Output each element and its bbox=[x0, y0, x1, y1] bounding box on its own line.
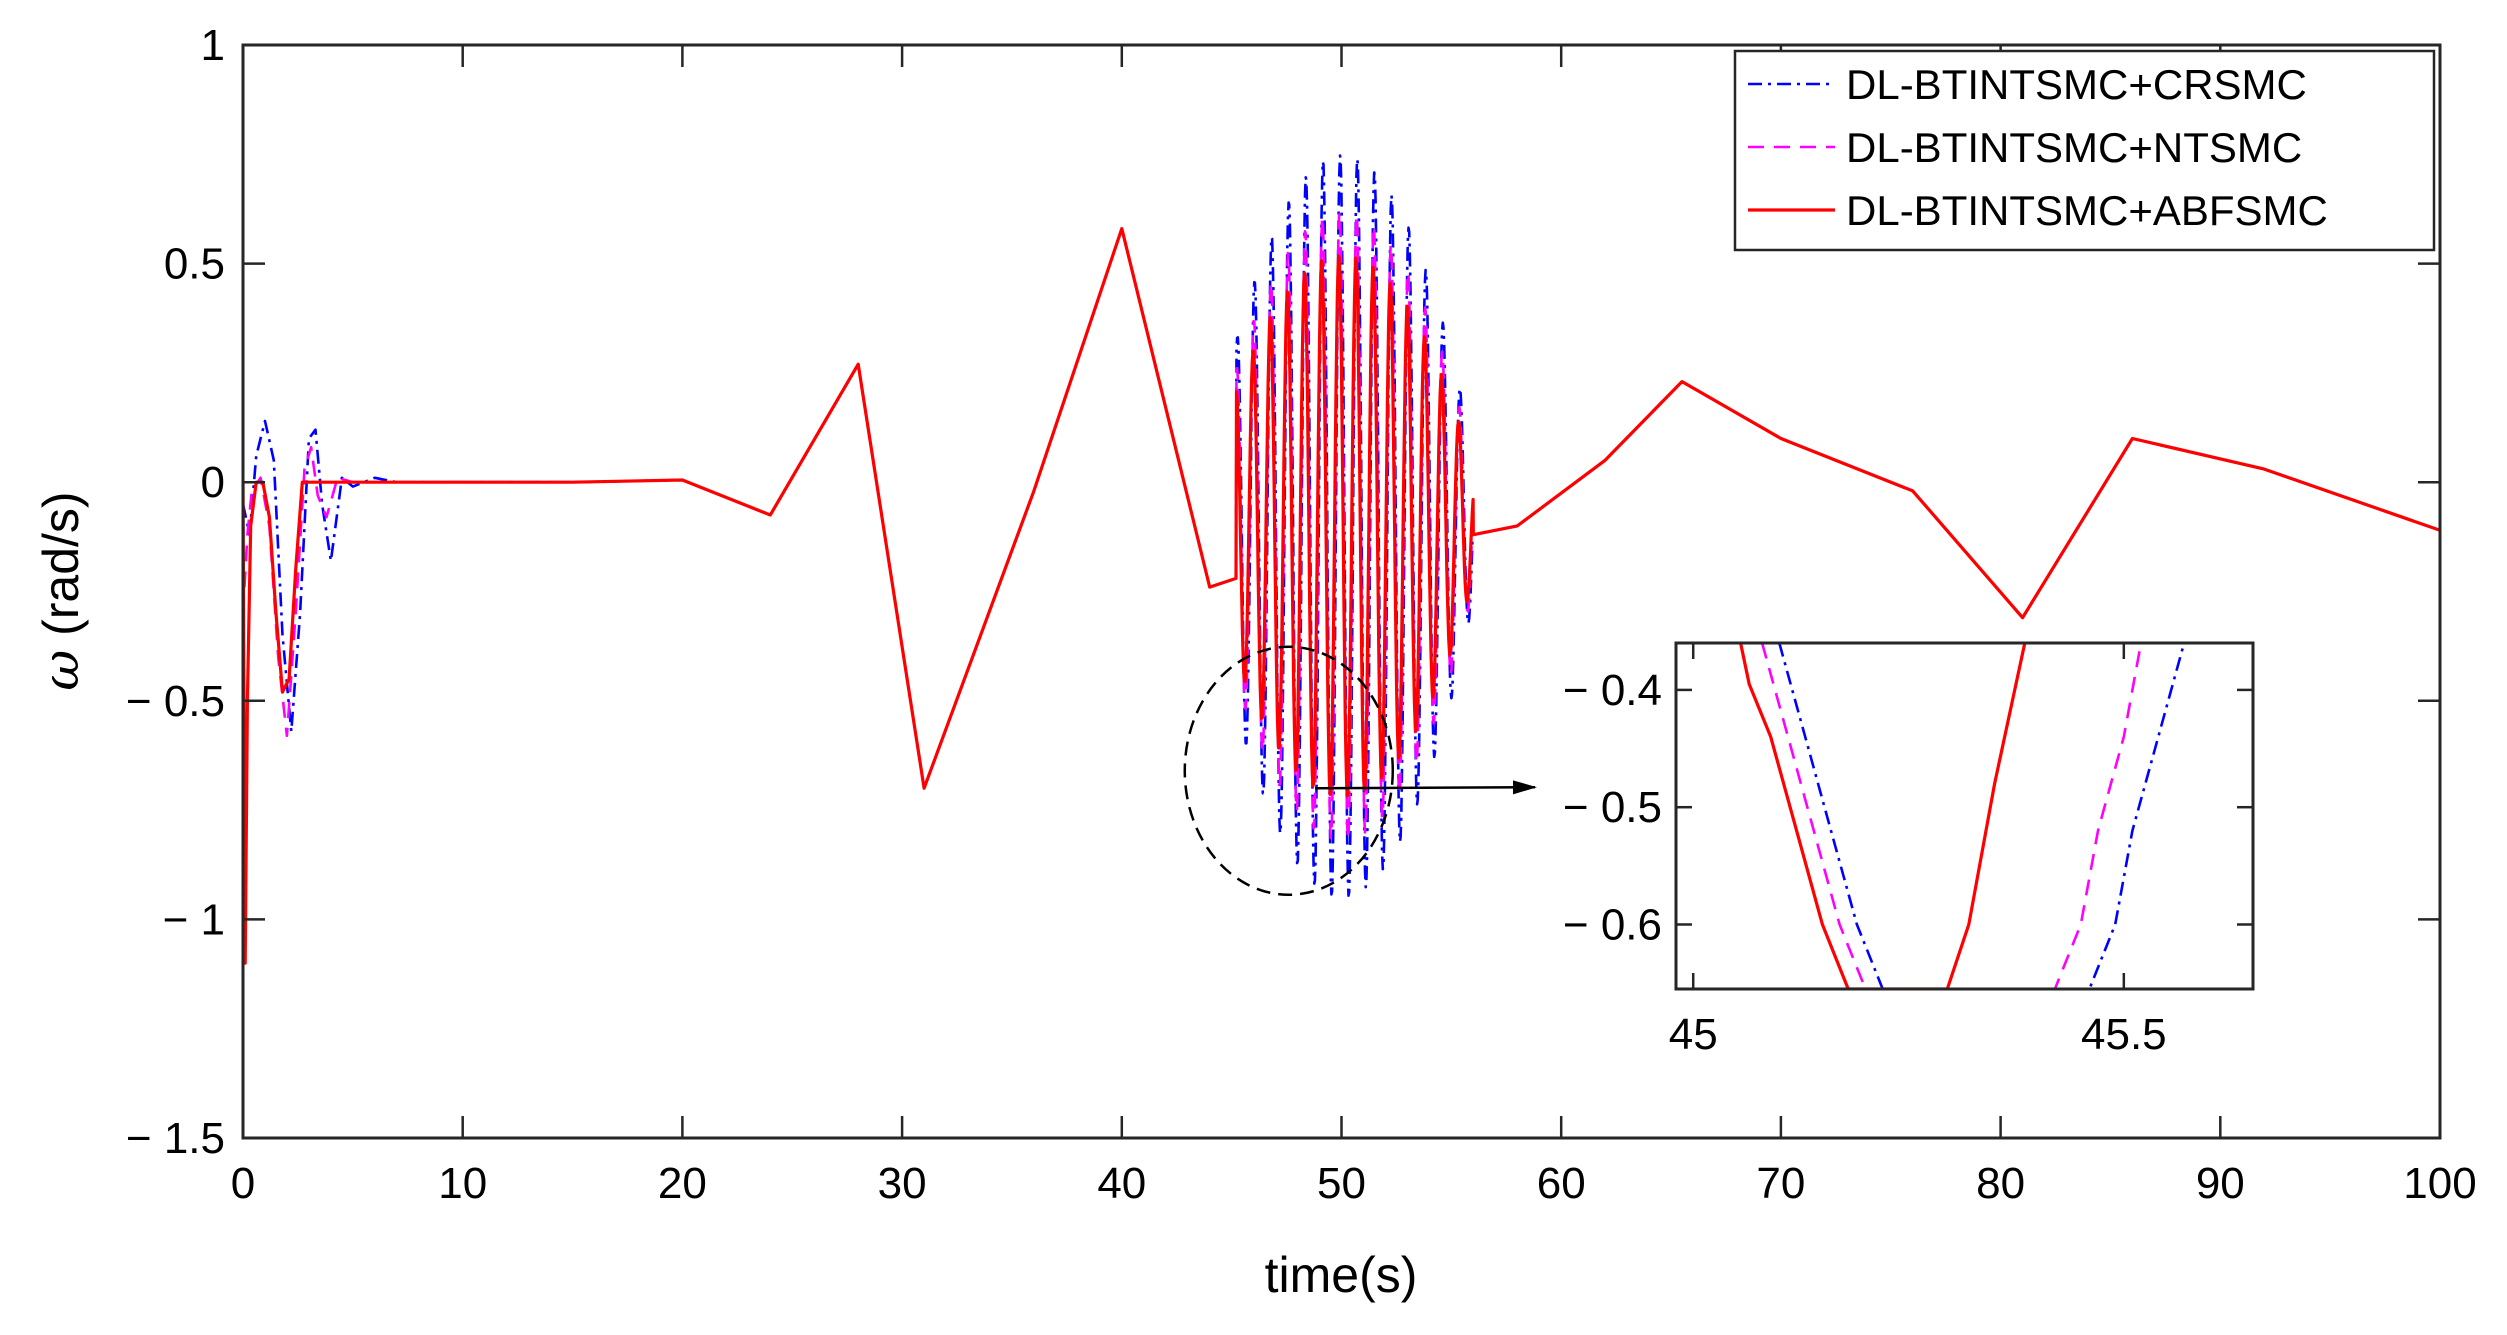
legend-label-crsmc: DL-BTINTSMC+CRSMC bbox=[1846, 61, 2307, 108]
y-tick-label: 0 bbox=[201, 458, 225, 507]
y-tick-label: 1 bbox=[201, 21, 225, 70]
legend-items: DL-BTINTSMC+CRSMC DL-BTINTSMC+NTSMC DL-BTI… bbox=[1748, 61, 2328, 234]
main-tick-labels: 0 10 20 30 40 50 60 70 80 90 100 − 1.5 − 1 − 0.5 0 0.5 1 bbox=[126, 21, 2477, 1208]
x-tick-label: 90 bbox=[2196, 1159, 2245, 1208]
inset-ticks bbox=[1676, 643, 2253, 989]
inset-series-group bbox=[1739, 643, 2186, 989]
inset-y-tick-label: − 0.4 bbox=[1563, 666, 1662, 715]
legend: DL-BTINTSMC+CRSMC DL-BTINTSMC+NTSMC DL-BTI… bbox=[1733, 49, 2436, 252]
inset-y-tick-label: − 0.5 bbox=[1563, 783, 1662, 832]
y-tick-label: − 1.5 bbox=[126, 1114, 225, 1163]
inset-y-tick-label: − 0.6 bbox=[1563, 900, 1662, 949]
x-tick-label: 40 bbox=[1097, 1159, 1146, 1208]
legend-label-abfsmc: DL-BTINTSMC+ABFSMC bbox=[1846, 187, 2328, 234]
y-axis-units: (rad/s) bbox=[33, 491, 89, 635]
inset-x-tick-label: 45.5 bbox=[2081, 1010, 2167, 1059]
x-tick-label: 60 bbox=[1537, 1159, 1586, 1208]
inset-tick-labels: 45 45.5 − 0.4 − 0.5 − 0.6 bbox=[1563, 666, 2167, 1059]
x-tick-label: 10 bbox=[438, 1159, 487, 1208]
y-tick-label: − 1 bbox=[163, 895, 225, 944]
legend-box bbox=[1733, 49, 2436, 252]
y-tick-label: 0.5 bbox=[164, 240, 225, 289]
inset-series-line-crsmc bbox=[1778, 643, 2186, 989]
x-tick-label: 80 bbox=[1976, 1159, 2025, 1208]
x-tick-label: 50 bbox=[1317, 1159, 1366, 1208]
plot-frame bbox=[241, 43, 2442, 1140]
inset-series-line-abfsmc bbox=[1739, 643, 2027, 989]
inset-background bbox=[1676, 643, 2253, 989]
legend-label-ntsmc: DL-BTINTSMC+NTSMC bbox=[1846, 124, 2302, 171]
inset-series-line-ntsmc bbox=[1760, 643, 2143, 989]
x-tick-label: 30 bbox=[878, 1159, 927, 1208]
y-axis-label: ω (rad/s) bbox=[32, 491, 90, 690]
series-line-abfsmc bbox=[243, 227, 2440, 965]
y-tick-label: − 0.5 bbox=[126, 677, 225, 726]
y-axis-symbol: ω bbox=[32, 650, 90, 691]
x-tick-label: 70 bbox=[1756, 1159, 1805, 1208]
zoom-arrow bbox=[1315, 780, 1537, 795]
x-tick-label: 100 bbox=[2403, 1159, 2476, 1208]
x-axis-label: time(s) bbox=[1265, 1247, 1418, 1303]
inset-x-tick-label: 45 bbox=[1669, 1010, 1718, 1059]
main-series-group bbox=[243, 154, 2440, 965]
x-tick-label: 20 bbox=[658, 1159, 707, 1208]
x-tick-label: 0 bbox=[231, 1159, 255, 1208]
zoom-circle bbox=[1183, 645, 1395, 897]
inset-frame bbox=[1674, 641, 2255, 991]
